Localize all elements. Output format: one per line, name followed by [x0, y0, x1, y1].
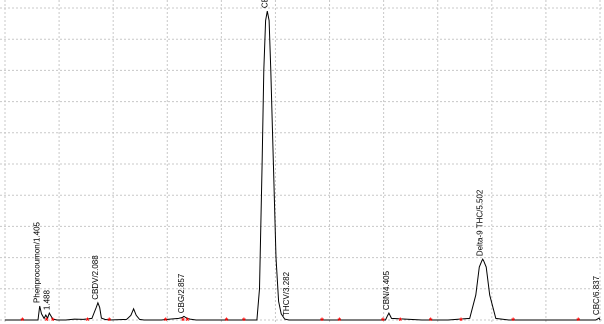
peak-label: Phenprocoumon/1.405 [33, 221, 42, 303]
integration-marker: * [51, 316, 55, 324]
integration-marker: * [86, 316, 90, 324]
peak-label: CBD/2.9 [260, 0, 269, 8]
integration-marker: * [459, 316, 463, 324]
integration-marker: * [45, 316, 49, 324]
integration-marker: * [107, 316, 111, 324]
integration-marker: * [164, 316, 168, 324]
integration-marker: * [398, 316, 402, 324]
integration-marker: * [577, 316, 581, 324]
integration-marker: * [242, 316, 246, 324]
integration-marker: * [21, 316, 25, 324]
chromatogram-trace [5, 11, 601, 321]
integration-marker: * [320, 316, 324, 324]
peak-label: CBDV/2.088 [91, 255, 100, 300]
integration-marker: * [181, 316, 185, 324]
integration-marker: * [225, 316, 229, 324]
peak-label: Delta-9 THC/5.502 [476, 189, 485, 256]
peak-label: CBC/6.837 [592, 275, 601, 315]
peak-label: THCV/3.282 [282, 271, 291, 316]
peak-label: CBN/4.405 [382, 270, 391, 310]
integration-marker: * [338, 316, 342, 324]
integration-marker: * [511, 316, 515, 324]
peak-labels: Phenprocoumon/1.405 1.488 CBDV/2.088 CBG/2.… [33, 0, 601, 316]
trace-layer [5, 11, 601, 321]
integration-markers: * * * * * * * * * * * * * * * * * * [21, 316, 581, 324]
integration-marker: * [186, 316, 190, 324]
peak-label: CBG/2.857 [177, 273, 186, 313]
integration-marker: * [429, 316, 433, 324]
integration-marker: * [381, 316, 385, 324]
peak-label: 1.488 [42, 290, 51, 311]
